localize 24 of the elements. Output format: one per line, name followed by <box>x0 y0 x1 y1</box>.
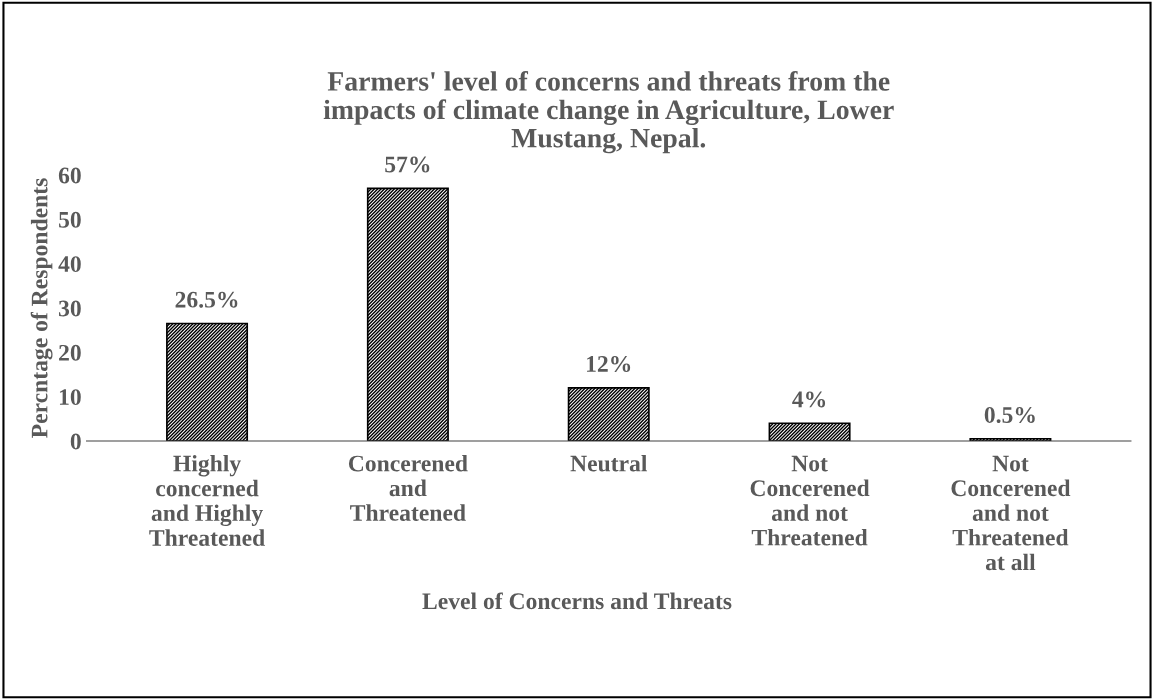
data-label: 0.5% <box>984 406 1035 423</box>
y-tick-label: 0 <box>70 433 81 450</box>
y-tick-label: 30 <box>58 300 81 317</box>
data-label: 26.5% <box>175 291 238 308</box>
data-label: 12% <box>587 355 631 372</box>
x-tick-label: Not Concerened and not Threatened at all <box>951 455 1071 571</box>
x-tick-label: Neutral <box>570 454 648 472</box>
y-tick-label: 10 <box>59 389 81 406</box>
bar <box>768 422 851 441</box>
y-tick-label: 20 <box>59 344 81 361</box>
bar <box>567 386 650 441</box>
data-label: 57% <box>385 156 430 173</box>
bar <box>366 187 449 441</box>
chart-title: Farmers' level of concerns and threats from the impacts of climate change in Agriculture, Lower Mustang, Nepal. <box>323 70 894 154</box>
y-tick-label: 40 <box>58 256 81 273</box>
x-tick-label: Concerened and Threatened <box>348 454 468 521</box>
bar <box>166 322 249 441</box>
y-axis-title: Percntage of Respondents <box>30 178 53 438</box>
y-tick-label: 60 <box>58 167 81 184</box>
x-tick-label: Highly concerned and Highly Threatened <box>149 454 265 546</box>
data-label: 4% <box>792 391 826 408</box>
x-tick-label: Not Concerened and not Threatened <box>750 455 870 546</box>
x-axis-title: Level of Concerns and Threats <box>422 592 732 610</box>
y-tick-label: 50 <box>59 211 81 228</box>
